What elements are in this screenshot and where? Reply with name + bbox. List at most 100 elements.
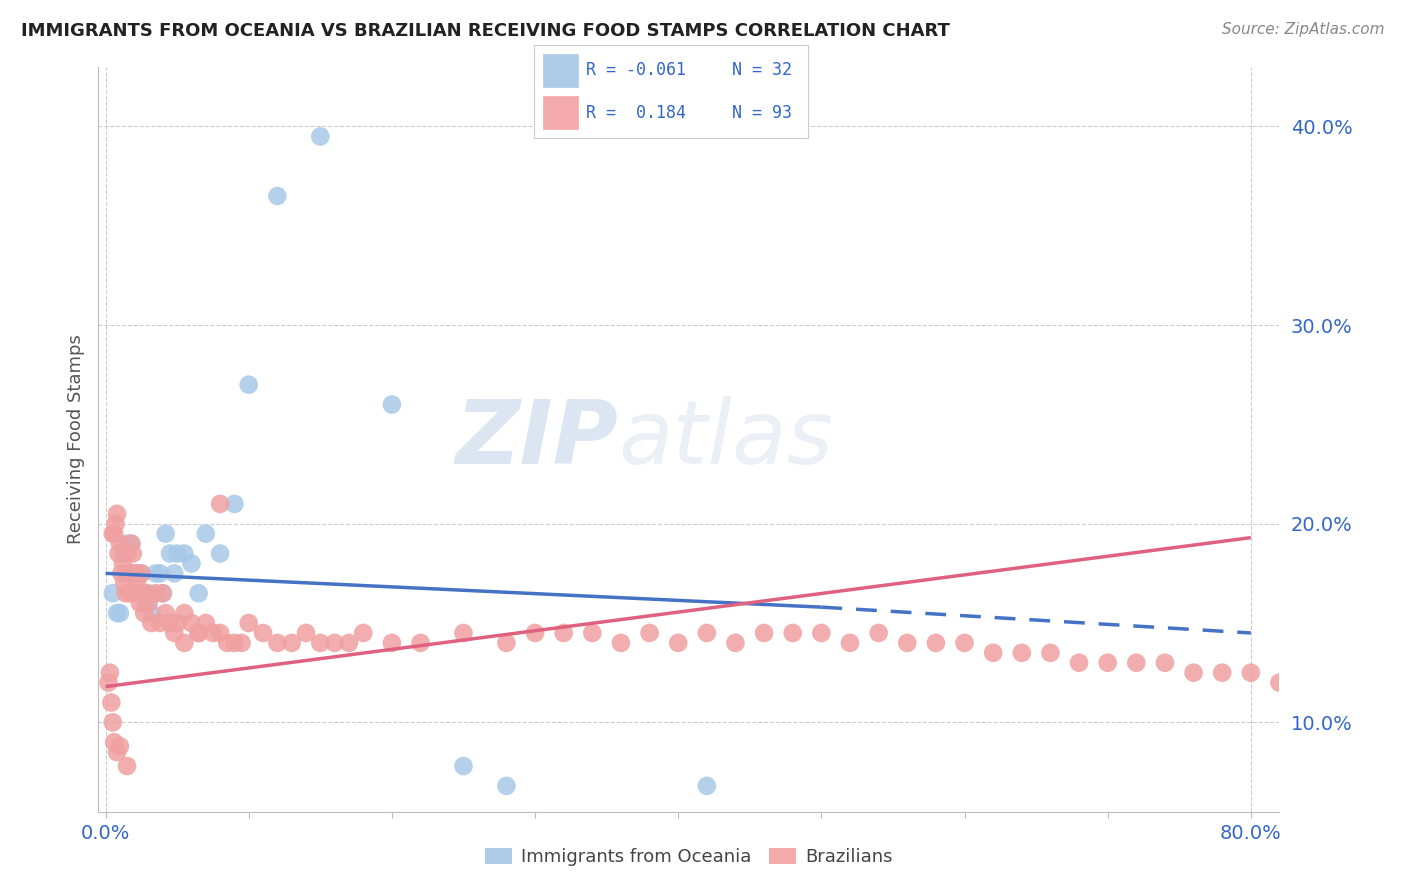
Point [1154,656,1177,670]
Point [108,536,131,550]
Point [149,566,172,581]
Point [120,536,142,550]
Point [209,497,232,511]
Point [155,606,177,620]
Point [163,566,186,581]
Point [666,636,689,650]
Point [124,566,146,581]
Legend: Immigrants from Oceania, Brazilians: Immigrants from Oceania, Brazilians [478,841,900,873]
Point [187,626,209,640]
Point [129,596,152,610]
Point [105,745,128,759]
Point [149,615,172,630]
Point [252,626,274,640]
Point [896,636,918,650]
Point [810,626,832,640]
Point [128,586,150,600]
Point [152,586,174,600]
Point [141,606,163,620]
Point [187,626,209,640]
Point [166,615,188,630]
Point [163,626,186,640]
Y-axis label: Receiving Food Stamps: Receiving Food Stamps [66,334,84,544]
Point [111,557,134,571]
Point [131,566,153,581]
Point [173,547,195,561]
Point [381,398,404,412]
Bar [543,96,578,129]
Point [187,586,209,600]
Point [103,526,125,541]
Point [112,576,135,591]
Point [117,566,139,581]
Point [224,636,246,650]
Point [495,636,517,650]
Point [981,646,1004,660]
Point [121,547,143,561]
Point [115,759,138,773]
Text: Source: ZipAtlas.com: Source: ZipAtlas.com [1222,22,1385,37]
Point [209,547,232,561]
Text: atlas: atlas [619,396,832,483]
Point [194,526,217,541]
Point [152,586,174,600]
Point [135,586,157,600]
Point [108,739,131,754]
Point [266,636,288,650]
Point [101,526,124,541]
Point [839,636,862,650]
Point [217,636,239,650]
Point [138,596,160,610]
Point [132,586,155,600]
Point [1067,656,1090,670]
Point [309,129,332,144]
Point [125,576,148,591]
Text: N = 32: N = 32 [731,62,792,79]
Point [115,547,138,561]
Point [696,779,718,793]
Point [1211,665,1233,680]
Point [610,636,633,650]
Point [953,636,976,650]
Text: IMMIGRANTS FROM OCEANIA VS BRAZILIAN RECEIVING FOOD STAMPS CORRELATION CHART: IMMIGRANTS FROM OCEANIA VS BRAZILIAN REC… [21,22,950,40]
Point [266,189,288,203]
Point [134,606,156,620]
Point [381,636,404,650]
Point [107,547,129,561]
Point [453,759,475,773]
Point [309,636,332,650]
Point [238,615,260,630]
Point [638,626,661,640]
Point [173,636,195,650]
Point [868,626,890,640]
Point [1182,665,1205,680]
Point [409,636,432,650]
Point [1240,665,1263,680]
Text: R =  0.184: R = 0.184 [586,103,686,121]
Point [145,566,167,581]
Point [1011,646,1033,660]
Point [1125,656,1147,670]
Text: N = 93: N = 93 [731,103,792,121]
Point [280,636,302,650]
Text: R = -0.061: R = -0.061 [586,62,686,79]
Point [323,636,346,650]
Text: ZIP: ZIP [456,396,619,483]
Point [194,615,217,630]
Point [238,377,260,392]
Point [131,566,153,581]
Point [98,665,121,680]
Point [103,735,125,749]
Point [782,626,804,640]
Point [110,566,132,581]
Point [104,516,127,531]
Point [105,606,128,620]
Point [696,626,718,640]
Point [752,626,775,640]
Point [120,536,142,550]
Point [925,636,948,650]
Point [114,586,136,600]
Point [122,566,145,581]
Point [553,626,575,640]
Point [724,636,747,650]
